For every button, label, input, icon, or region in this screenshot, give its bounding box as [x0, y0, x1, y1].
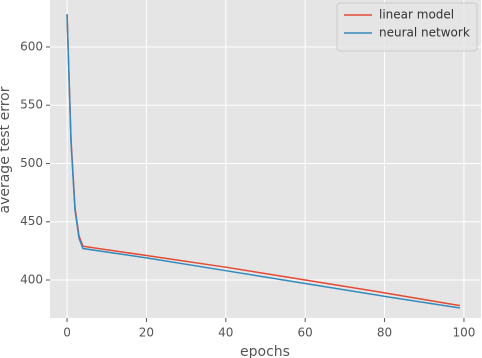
x-tick-label: 40	[218, 326, 233, 340]
x-tick-label: 0	[63, 326, 71, 340]
plot-area	[50, 0, 481, 318]
y-tick-label: 550	[20, 98, 43, 112]
x-axis-label: epochs	[240, 344, 290, 358]
legend: linear model neural network	[336, 2, 478, 52]
y-tick-label: 400	[20, 273, 43, 287]
x-tick-label: 20	[139, 326, 154, 340]
x-tick-label: 80	[377, 326, 392, 340]
legend-label: neural network	[379, 26, 470, 40]
y-tick-label: 500	[20, 156, 43, 170]
x-tick-label: 100	[452, 326, 475, 340]
line	[66, 14, 461, 309]
y-tick-label: 600	[20, 39, 43, 53]
y-axis-label: average test error	[0, 86, 13, 213]
legend-label: linear model	[379, 8, 454, 22]
y-tick-label: 450	[20, 214, 43, 228]
x-tick-label: 60	[298, 326, 313, 340]
